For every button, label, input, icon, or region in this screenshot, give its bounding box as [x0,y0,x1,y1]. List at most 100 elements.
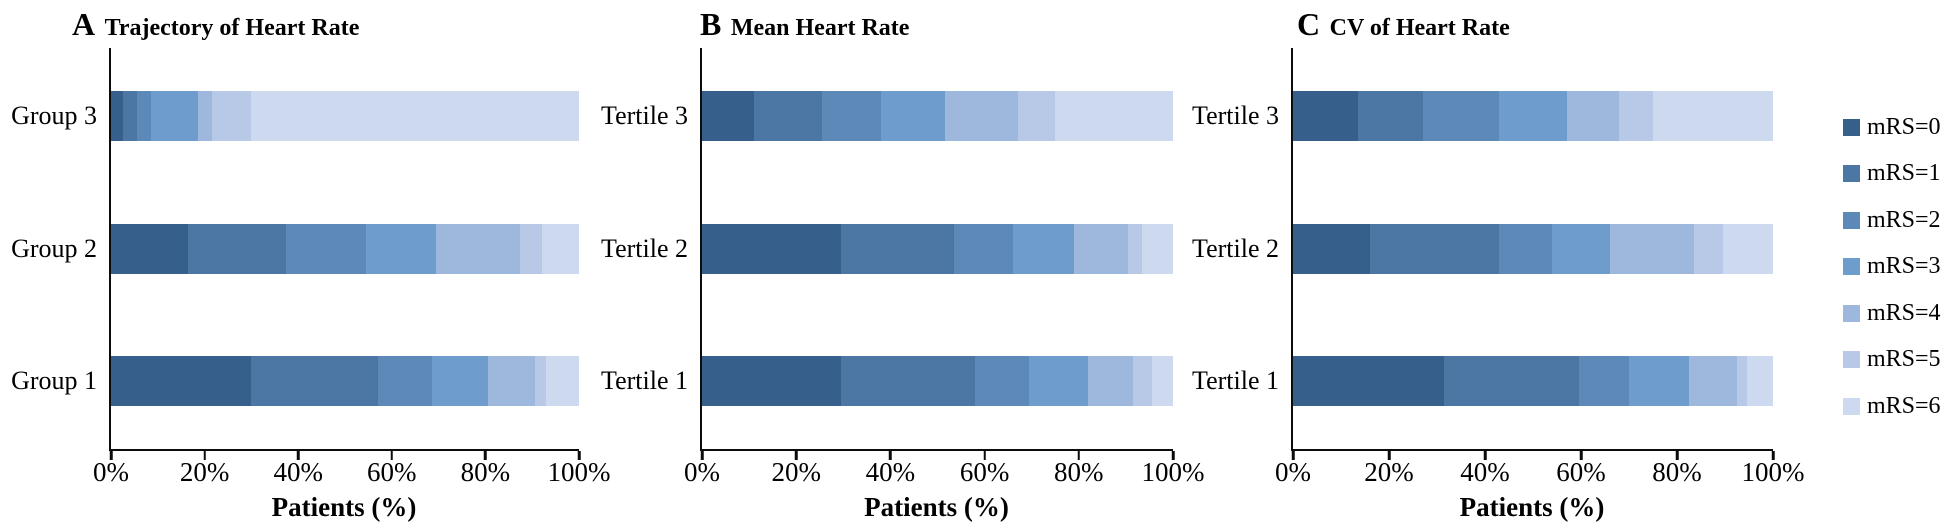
category-label: Group 3 [11,101,97,130]
bar-segment-mRS=4 [1088,356,1133,406]
bar-segment-mRS=4 [1074,224,1129,274]
x-axis-tick [203,451,206,460]
x-axis-tick-label: 20% [771,457,821,487]
bar-segment-mRS=4 [1688,356,1737,406]
x-axis-label: Patients (%) [271,492,417,522]
bar-segment-mRS=4 [197,91,212,141]
bar-row [111,356,579,406]
legend-swatch-icon [1843,351,1860,369]
category-label: Tertile 2 [1192,234,1279,263]
legend: mRS=0 mRS=1 mRS=2 mRS=3 mRS=4 mRS=5 mRS=6 [1843,104,1941,430]
bar-segment-mRS=0 [111,91,123,141]
bar-row [702,91,1173,141]
bar-segment-mRS=1 [753,91,823,141]
x-axis-tick-label: 0% [1275,457,1311,487]
x-axis-tick-label: 60% [1556,457,1606,487]
x-axis-tick [1771,451,1775,460]
bar-segment-mRS=0 [1293,91,1358,141]
bar-segment-mRS=6 [546,356,579,406]
bar-row [111,91,579,141]
bar-row [1293,356,1773,406]
x-axis-label: Patients (%) [1459,492,1605,522]
bar-row [111,224,579,274]
panel-title: B Mean Heart Rate [700,6,909,43]
x-axis-tick-label: 20% [179,457,230,487]
bar-row [1293,224,1773,274]
bar-segment-mRS=0 [1293,224,1370,274]
legend-swatch-icon [1843,118,1860,136]
legend-item: mRS=0 [1843,104,1941,151]
x-axis-label: Patients (%) [864,492,1009,522]
legend-item: mRS=1 [1843,151,1941,198]
x-axis-tick-label: 40% [865,457,916,487]
bar-segment-mRS=4 [1566,91,1620,141]
x-axis-tick [1483,451,1487,460]
panel-letter: B [700,6,722,42]
category-label: Tertile 1 [1192,366,1279,395]
legend-item: mRS=2 [1843,197,1941,244]
bar-segment-mRS=4 [944,91,1018,141]
bar-segment-mRS=3 [1628,356,1689,406]
x-axis-tick [794,451,798,460]
bar-segment-mRS=3 [880,91,945,141]
panel-title: C CV of Heart Rate [1297,6,1510,43]
x-axis-tick-label: 80% [1652,457,1702,487]
legend-label: mRS=0 [1867,113,1941,140]
legend-item: mRS=5 [1843,337,1941,384]
bar-segment-mRS=6 [1652,91,1773,141]
bar-segment-mRS=5 [534,356,547,406]
bar-segment-mRS=3 [1499,91,1567,141]
x-axis-tick [109,451,113,460]
legend-label: mRS=2 [1867,206,1941,233]
x-axis-tick [1291,451,1295,460]
bar-segment-mRS=2 [1578,356,1629,406]
bar-segment-mRS=3 [1552,224,1610,274]
x-axis-tick [296,451,300,460]
legend-label: mRS=6 [1867,392,1941,419]
legend-item: mRS=6 [1843,383,1941,430]
category-label: Tertile 3 [601,101,688,130]
bar-segment-mRS=6 [1151,356,1173,406]
bar-segment-mRS=2 [953,224,1013,274]
bar-segment-mRS=1 [188,224,287,274]
x-axis-tick-label: 100% [547,457,611,487]
x-axis-tick-label: 0% [93,457,129,487]
panel-title: A Trajectory of Heart Rate [72,6,359,43]
bar-segment-mRS=6 [1142,224,1173,274]
category-label: Group 2 [11,234,97,263]
x-axis-tick [390,451,394,460]
x-axis-tick [1171,451,1175,460]
legend-label: mRS=5 [1867,346,1941,373]
legend-label: mRS=3 [1867,253,1941,280]
legend-swatch-icon [1843,165,1860,183]
x-axis-tick-label: 60% [959,457,1010,487]
x-axis-tick-label: 20% [1364,457,1414,487]
bar-segment-mRS=1 [1444,356,1579,406]
bar-segment-mRS=5 [1017,91,1056,141]
bar-segment-mRS=1 [1357,91,1423,141]
bar-segment-mRS=5 [211,91,252,141]
bar-segment-mRS=0 [702,224,841,274]
bar-segment-mRS=5 [1693,224,1723,274]
bar-segment-mRS=4 [487,356,535,406]
panel-letter: C [1297,6,1321,42]
x-axis-tick-label: 100% [1141,457,1205,487]
x-axis-tick [983,451,986,460]
bar-segment-mRS=4 [436,224,521,274]
bar-segment-mRS=2 [1422,91,1500,141]
legend-swatch-icon [1843,397,1860,415]
bar-segment-mRS=1 [840,356,976,406]
legend-item: mRS=4 [1843,290,1941,337]
panel-heading: CV of Heart Rate [1329,15,1510,41]
bar-row [702,356,1173,406]
bar-segment-mRS=3 [150,91,198,141]
bar-segment-mRS=3 [1012,224,1075,274]
x-axis-tick [889,451,892,460]
bar-segment-mRS=1 [122,91,137,141]
bar-row [1293,91,1773,141]
x-axis-tick-label: 80% [1054,457,1104,487]
bar-segment-mRS=0 [702,91,754,141]
